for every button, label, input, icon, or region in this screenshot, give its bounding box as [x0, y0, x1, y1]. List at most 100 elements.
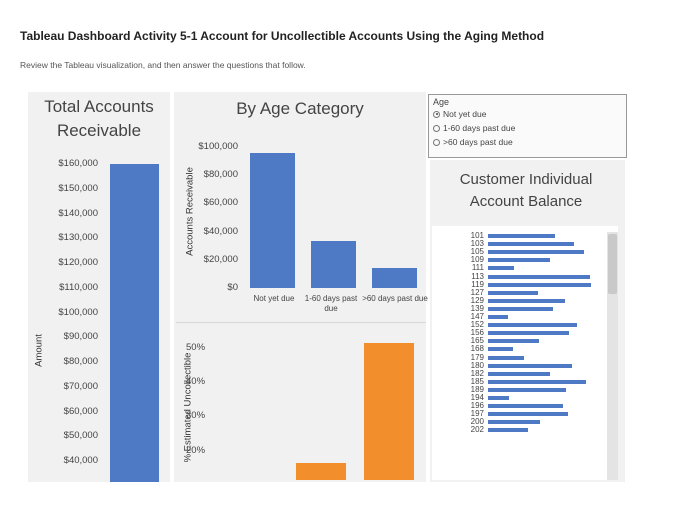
category-label: Not yet due	[253, 294, 295, 303]
category-label: >60 days past due	[362, 294, 428, 303]
age-bar[interactable]	[372, 268, 417, 288]
y-tick-label: $40,000	[63, 455, 98, 466]
customer-bar[interactable]	[488, 379, 586, 384]
customer-id-label: 202	[470, 425, 484, 435]
customer-bar[interactable]	[488, 290, 538, 295]
legend-label: 1-60 days past due	[443, 123, 516, 133]
customer-bar[interactable]	[488, 331, 570, 336]
y-tick-label: $120,000	[58, 257, 98, 268]
category-label: 1-60 days past due	[304, 294, 358, 313]
y-tick-label: $0	[227, 282, 238, 293]
age-bar[interactable]	[250, 152, 295, 288]
customer-bar[interactable]	[488, 404, 563, 409]
subplot-divider	[176, 322, 426, 323]
customer-bar[interactable]	[488, 323, 578, 328]
customer-bar[interactable]	[488, 428, 528, 433]
customer-id-label: 189	[470, 384, 484, 394]
customer-id-label: 156	[470, 328, 484, 338]
customer-id-label: 200	[470, 417, 484, 427]
customer-title: Customer Individual Account Balance	[459, 171, 593, 210]
customer-id-label: 119	[471, 279, 484, 289]
customer-id-label: 101	[470, 231, 484, 240]
y-tick-label: 30%	[186, 410, 206, 421]
customer-bar[interactable]	[488, 234, 556, 238]
radio-icon[interactable]	[433, 124, 440, 132]
customer-id-label: 111	[471, 263, 484, 273]
total-ar-title: Total Accounts Receivable	[44, 97, 154, 140]
age-legend: Age Not yet due 1-60 days past due >60 d…	[428, 94, 627, 158]
y-tick-label: $40,000	[203, 225, 238, 237]
customer-id-label: 129	[470, 295, 484, 305]
customer-bar[interactable]	[488, 242, 574, 247]
pct-bar[interactable]	[296, 463, 346, 480]
customer-bar[interactable]	[488, 387, 567, 392]
legend-item-60-plus[interactable]: >60 days past due	[433, 135, 626, 149]
total-ar-bar[interactable]	[110, 164, 159, 482]
y-tick-label: $80,000	[63, 356, 98, 367]
radio-selected-icon[interactable]	[433, 110, 440, 118]
scrollbar[interactable]	[607, 232, 618, 480]
y-tick-label: $130,000	[58, 232, 98, 244]
legend-label: >60 days past due	[443, 137, 513, 147]
y-tick-label: $80,000	[203, 169, 238, 181]
y-tick-label: 20%	[186, 445, 206, 456]
customer-bar[interactable]	[488, 282, 592, 287]
y-tick-label: 40%	[186, 376, 206, 387]
y-tick-label: $60,000	[203, 197, 238, 209]
customer-id-label: 165	[470, 336, 484, 346]
customer-bar[interactable]	[488, 274, 591, 279]
legend-title: Age	[433, 97, 450, 107]
customer-id-label: 152	[470, 320, 484, 330]
radio-icon[interactable]	[433, 138, 440, 146]
y-tick-label: $100,000	[198, 141, 238, 152]
customer-bar[interactable]	[488, 371, 550, 376]
customer-plot-area	[432, 226, 618, 480]
y-tick-label: $110,000	[59, 281, 98, 293]
y-tick-label: $60,000	[63, 405, 98, 417]
customer-bar[interactable]	[488, 363, 572, 368]
customer-id-label: 147	[470, 312, 484, 321]
y-tick-label: $160,000	[58, 158, 98, 169]
legend-item-1-60[interactable]: 1-60 days past due	[433, 121, 626, 135]
customer-id-label: 196	[470, 401, 484, 411]
customer-bar[interactable]	[488, 250, 584, 255]
pct-bar[interactable]	[364, 342, 414, 480]
customer-id-label: 180	[470, 360, 484, 370]
y-tick-label: 50%	[186, 342, 206, 353]
customer-bar[interactable]	[488, 306, 553, 311]
customer-bar[interactable]	[488, 347, 514, 352]
customer-id-label: 109	[470, 255, 484, 265]
customer-id-label: 194	[470, 393, 484, 402]
customer-bar[interactable]	[488, 266, 515, 271]
customer-id-label: 105	[470, 247, 484, 257]
legend-item-not-yet-due[interactable]: Not yet due	[433, 107, 626, 121]
customer-bar[interactable]	[488, 298, 565, 303]
age-bar[interactable]	[311, 241, 356, 288]
customer-id-label: 168	[470, 344, 484, 354]
y-tick-label: $70,000	[63, 380, 98, 392]
customer-id-label: 127	[470, 287, 484, 297]
customer-bar[interactable]	[488, 339, 539, 344]
y-tick-label: $20,000	[203, 253, 238, 265]
customer-bar[interactable]	[488, 258, 550, 263]
y-tick-label: $50,000	[63, 430, 98, 442]
y-tick-label: $150,000	[58, 182, 98, 194]
scrollbar-thumb[interactable]	[608, 234, 617, 294]
customer-id-label: 197	[470, 409, 484, 419]
customer-id-label: 179	[470, 352, 484, 362]
legend-label: Not yet due	[443, 109, 487, 119]
y-tick-label: $100,000	[58, 306, 98, 318]
customer-id-label: 103	[470, 239, 484, 249]
customer-bar[interactable]	[488, 396, 509, 400]
page-title: Tableau Dashboard Activity 5-1 Account f…	[20, 29, 545, 43]
y-tick-label: $90,000	[63, 331, 98, 343]
customer-bar[interactable]	[488, 355, 525, 360]
customer-bar[interactable]	[488, 315, 508, 319]
customer-bar[interactable]	[488, 420, 540, 425]
customer-id-label: 185	[470, 376, 484, 386]
age-title: By Age Category	[236, 99, 364, 118]
customer-id-label: 139	[470, 303, 484, 313]
customer-id-label: 182	[470, 368, 484, 378]
instructions: Review the Tableau visualization, and th…	[20, 60, 306, 70]
customer-bar[interactable]	[488, 412, 569, 417]
